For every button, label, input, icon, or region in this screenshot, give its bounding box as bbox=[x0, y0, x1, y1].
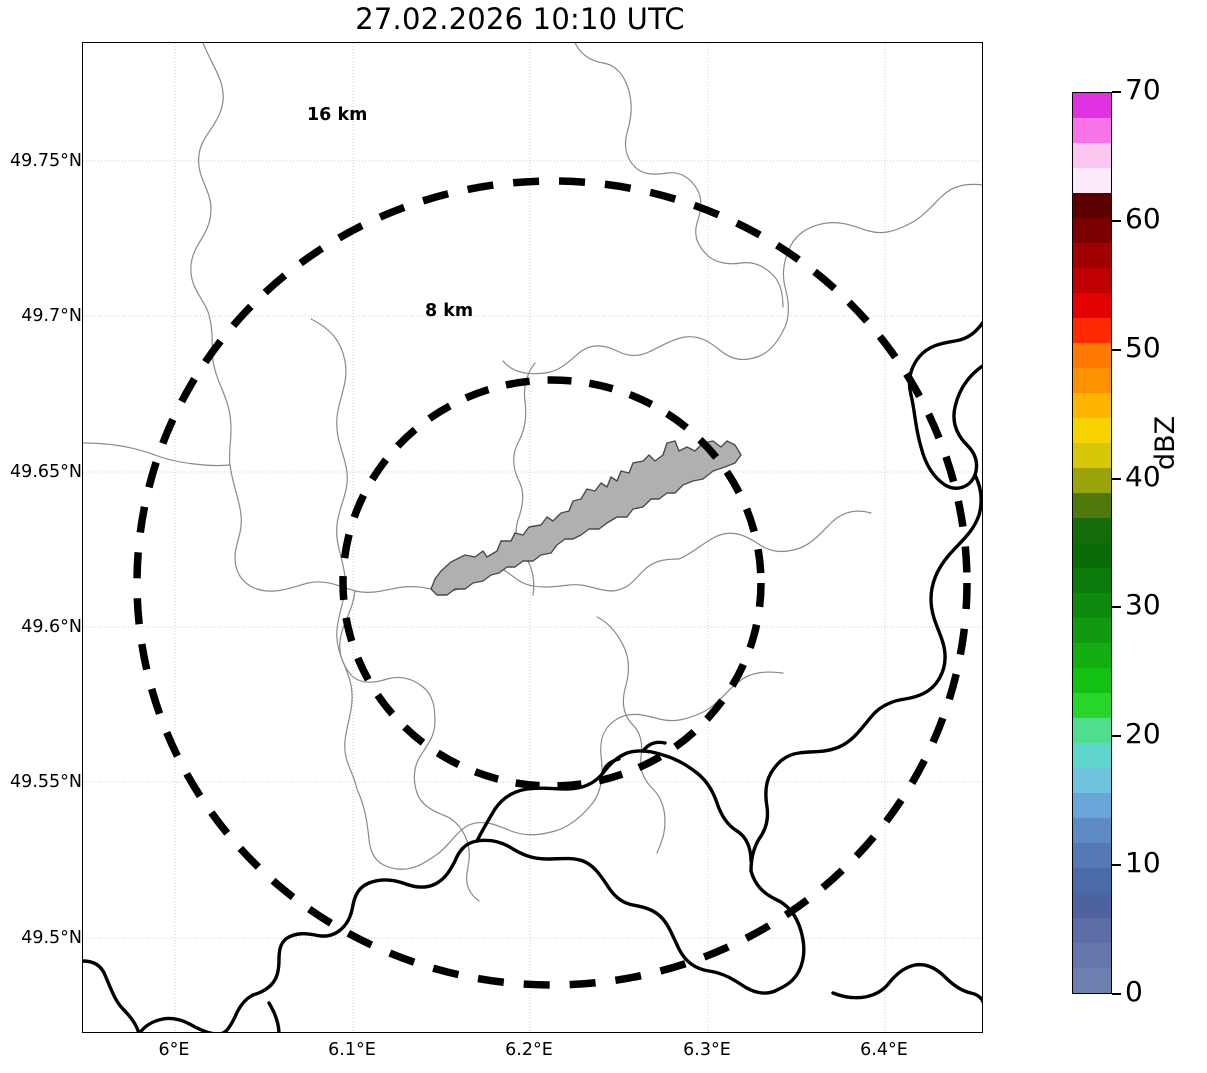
colorbar-tick-label: 60 bbox=[1125, 201, 1161, 235]
colorbar-tick-mark bbox=[1112, 735, 1121, 738]
xtick-6-4: 6.4°E bbox=[860, 1040, 908, 1060]
colorbar-band bbox=[1073, 943, 1111, 968]
colorbar-band bbox=[1073, 768, 1111, 793]
xtick-6-3: 6.3°E bbox=[683, 1040, 731, 1060]
colorbar-band bbox=[1073, 268, 1111, 293]
colorbar-band bbox=[1073, 493, 1111, 518]
xtick-6-2: 6.2°E bbox=[505, 1040, 553, 1060]
ytick-49-70: 49.7°N bbox=[21, 306, 82, 326]
colorbar-band bbox=[1073, 443, 1111, 468]
colorbar-band bbox=[1073, 168, 1111, 193]
colorbar-tick-label: 30 bbox=[1125, 588, 1161, 622]
xtick-6-0: 6°E bbox=[158, 1040, 190, 1060]
colorbar-band bbox=[1073, 968, 1111, 993]
colorbar-band bbox=[1073, 693, 1111, 718]
colorbar-tick-mark bbox=[1112, 348, 1121, 351]
colorbar-band bbox=[1073, 393, 1111, 418]
colorbar-band bbox=[1073, 893, 1111, 918]
colorbar-label: dBZ bbox=[1150, 415, 1181, 470]
colorbar-band bbox=[1073, 468, 1111, 493]
colorbar-band bbox=[1073, 318, 1111, 343]
map-canvas bbox=[83, 43, 982, 1032]
colorbar-tick-label: 50 bbox=[1125, 330, 1161, 364]
colorbar-band bbox=[1073, 818, 1111, 843]
colorbar-band bbox=[1073, 343, 1111, 368]
colorbar-tick-mark bbox=[1112, 91, 1121, 93]
figure-title: 27.02.2026 10:10 UTC bbox=[355, 2, 685, 36]
colorbar-band bbox=[1073, 543, 1111, 568]
colorbar-band bbox=[1073, 418, 1111, 443]
colorbar-band bbox=[1073, 93, 1111, 118]
colorbar-tick-mark bbox=[1112, 219, 1121, 222]
colorbar-band bbox=[1073, 618, 1111, 643]
xtick-6-1: 6.1°E bbox=[328, 1040, 376, 1060]
range-ring-8km bbox=[339, 376, 765, 790]
colorbar-tick-label: 40 bbox=[1125, 459, 1161, 493]
colorbar-tick-mark bbox=[1112, 477, 1121, 480]
colorbar-band bbox=[1073, 218, 1111, 243]
colorbar-band bbox=[1073, 518, 1111, 543]
colorbar-band bbox=[1073, 568, 1111, 593]
colorbar-band bbox=[1073, 743, 1111, 768]
country-borders bbox=[83, 320, 982, 1032]
colorbar-tick-label: 10 bbox=[1125, 846, 1161, 880]
colorbar-tick-label: 0 bbox=[1125, 975, 1143, 1008]
gridlines bbox=[83, 43, 982, 1032]
colorbar-tick-mark bbox=[1112, 864, 1121, 867]
range-ring-8km-label: 8 km bbox=[425, 301, 474, 321]
range-rings bbox=[133, 177, 971, 989]
colorbar-tick-label: 70 bbox=[1125, 73, 1161, 106]
colorbar-band bbox=[1073, 668, 1111, 693]
colorbar-band bbox=[1073, 868, 1111, 893]
colorbar-band bbox=[1073, 368, 1111, 393]
admin-boundaries bbox=[83, 43, 982, 902]
colorbar-tick-mark bbox=[1112, 606, 1121, 609]
colorbar-band bbox=[1073, 918, 1111, 943]
colorbar-band bbox=[1073, 643, 1111, 668]
colorbar[interactable] bbox=[1072, 92, 1112, 994]
colorbar-band bbox=[1073, 243, 1111, 268]
map-axes[interactable]: 16 km 8 km bbox=[82, 42, 983, 1033]
colorbar-ticks: 0 10 20 30 40 50 60 70 bbox=[1112, 75, 1207, 1007]
ytick-49-75: 49.75°N bbox=[10, 151, 82, 171]
range-ring-16km bbox=[133, 177, 971, 989]
ytick-49-50: 49.5°N bbox=[21, 928, 82, 948]
lake-polygon bbox=[430, 440, 742, 596]
colorbar-tick-mark bbox=[1112, 993, 1121, 995]
ytick-49-60: 49.6°N bbox=[21, 617, 82, 637]
colorbar-band bbox=[1073, 718, 1111, 743]
colorbar-band bbox=[1073, 843, 1111, 868]
colorbar-band bbox=[1073, 593, 1111, 618]
ytick-49-65: 49.65°N bbox=[10, 462, 82, 482]
colorbar-band bbox=[1073, 293, 1111, 318]
colorbar-band bbox=[1073, 193, 1111, 218]
colorbar-tick-label: 20 bbox=[1125, 717, 1161, 751]
range-ring-16km-label: 16 km bbox=[307, 105, 368, 125]
colorbar-band bbox=[1073, 118, 1111, 143]
colorbar-band bbox=[1073, 793, 1111, 818]
ytick-49-55: 49.55°N bbox=[10, 772, 82, 792]
colorbar-band bbox=[1073, 143, 1111, 168]
